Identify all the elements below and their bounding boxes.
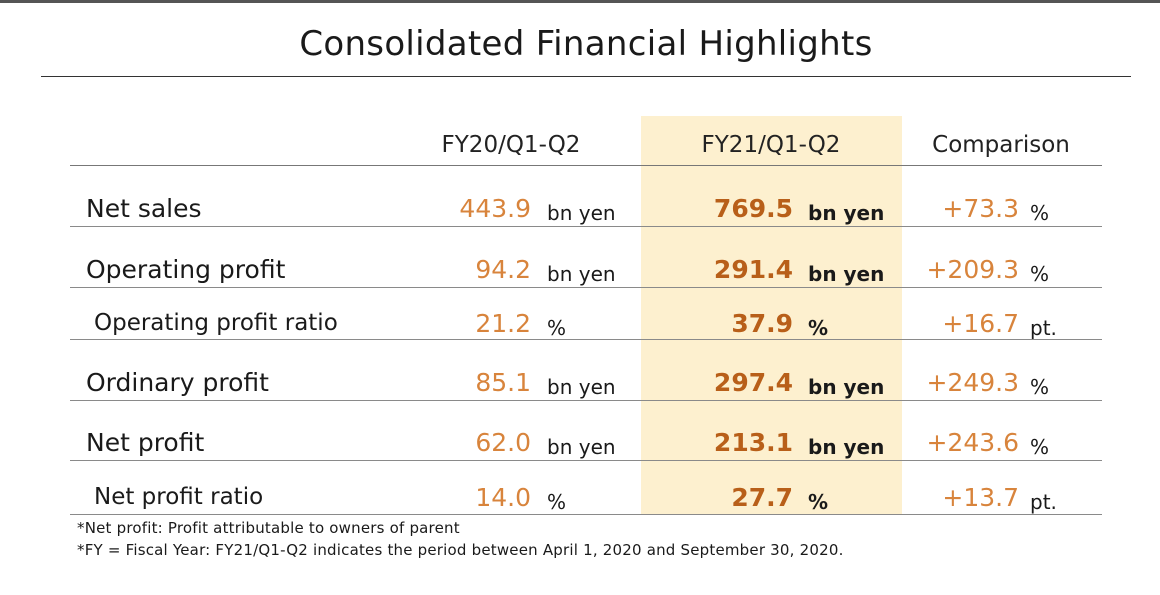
unit-cur-operating-profit: bn yen xyxy=(808,262,885,286)
unit-cur-ordinary-profit: bn yen xyxy=(808,375,885,399)
unit-cur-net-sales: bn yen xyxy=(808,201,885,225)
footnote-net-profit: *Net profit: Profit attributable to owne… xyxy=(77,519,460,537)
column-header-comparison: Comparison xyxy=(932,132,1070,158)
unit-prev-ordinary-profit: bn yen xyxy=(547,375,616,399)
value-prev-operating-profit: 94.2 xyxy=(475,255,531,284)
value-cur-net-profit-ratio: 27.7 xyxy=(731,483,793,512)
row-divider xyxy=(70,287,1102,288)
unit-prev-operating-profit: bn yen xyxy=(547,262,616,286)
row-divider xyxy=(70,400,1102,401)
unit-cmp-operating-profit-ratio: pt. xyxy=(1030,316,1057,340)
footnote-fiscal-year: *FY = Fiscal Year: FY21/Q1-Q2 indicates … xyxy=(77,541,844,559)
value-cmp-net-sales: +73.3 xyxy=(942,194,1019,223)
value-cmp-operating-profit: +209.3 xyxy=(926,255,1019,284)
value-cmp-ordinary-profit: +249.3 xyxy=(926,368,1019,397)
unit-cmp-operating-profit: % xyxy=(1030,262,1050,286)
row-divider xyxy=(70,226,1102,227)
unit-cur-operating-profit-ratio: % xyxy=(808,316,829,340)
unit-cur-net-profit: bn yen xyxy=(808,435,885,459)
row-label-net-sales: Net sales xyxy=(86,194,202,223)
value-cur-net-sales: 769.5 xyxy=(713,194,793,223)
row-divider xyxy=(70,514,1102,515)
value-cur-operating-profit-ratio: 37.9 xyxy=(731,309,793,338)
unit-prev-net-profit-ratio: % xyxy=(547,490,567,514)
value-cmp-net-profit-ratio: +13.7 xyxy=(942,483,1019,512)
top-border xyxy=(0,0,1160,3)
row-label-net-profit: Net profit xyxy=(86,428,205,457)
title-divider xyxy=(41,76,1131,77)
value-cur-net-profit: 213.1 xyxy=(713,428,793,457)
unit-prev-operating-profit-ratio: % xyxy=(547,316,567,340)
unit-cur-net-profit-ratio: % xyxy=(808,490,829,514)
unit-cmp-net-profit-ratio: pt. xyxy=(1030,490,1057,514)
value-cur-ordinary-profit: 297.4 xyxy=(713,368,793,397)
row-label-operating-profit-ratio: Operating profit ratio xyxy=(94,310,338,336)
unit-cmp-net-profit: % xyxy=(1030,435,1050,459)
value-cmp-operating-profit-ratio: +16.7 xyxy=(942,309,1019,338)
column-header-prev: FY20/Q1-Q2 xyxy=(441,132,581,158)
row-divider xyxy=(70,339,1102,340)
header-divider xyxy=(70,165,1102,166)
unit-prev-net-profit: bn yen xyxy=(547,435,616,459)
row-label-operating-profit: Operating profit xyxy=(86,255,286,284)
row-label-net-profit-ratio: Net profit ratio xyxy=(94,484,264,510)
value-cmp-net-profit: +243.6 xyxy=(926,428,1019,457)
value-prev-net-sales: 443.9 xyxy=(459,194,531,223)
unit-cmp-net-sales: % xyxy=(1030,201,1050,225)
row-divider xyxy=(70,460,1102,461)
value-prev-net-profit: 62.0 xyxy=(475,428,531,457)
row-label-ordinary-profit: Ordinary profit xyxy=(86,368,269,397)
column-header-cur: FY21/Q1-Q2 xyxy=(701,132,841,158)
highlight-column xyxy=(641,116,902,515)
slide-title: Consolidated Financial Highlights xyxy=(299,24,873,64)
value-prev-operating-profit-ratio: 21.2 xyxy=(475,309,531,338)
unit-prev-net-sales: bn yen xyxy=(547,201,616,225)
value-prev-net-profit-ratio: 14.0 xyxy=(475,483,531,512)
unit-cmp-ordinary-profit: % xyxy=(1030,375,1050,399)
value-prev-ordinary-profit: 85.1 xyxy=(475,368,531,397)
value-cur-operating-profit: 291.4 xyxy=(713,255,793,284)
